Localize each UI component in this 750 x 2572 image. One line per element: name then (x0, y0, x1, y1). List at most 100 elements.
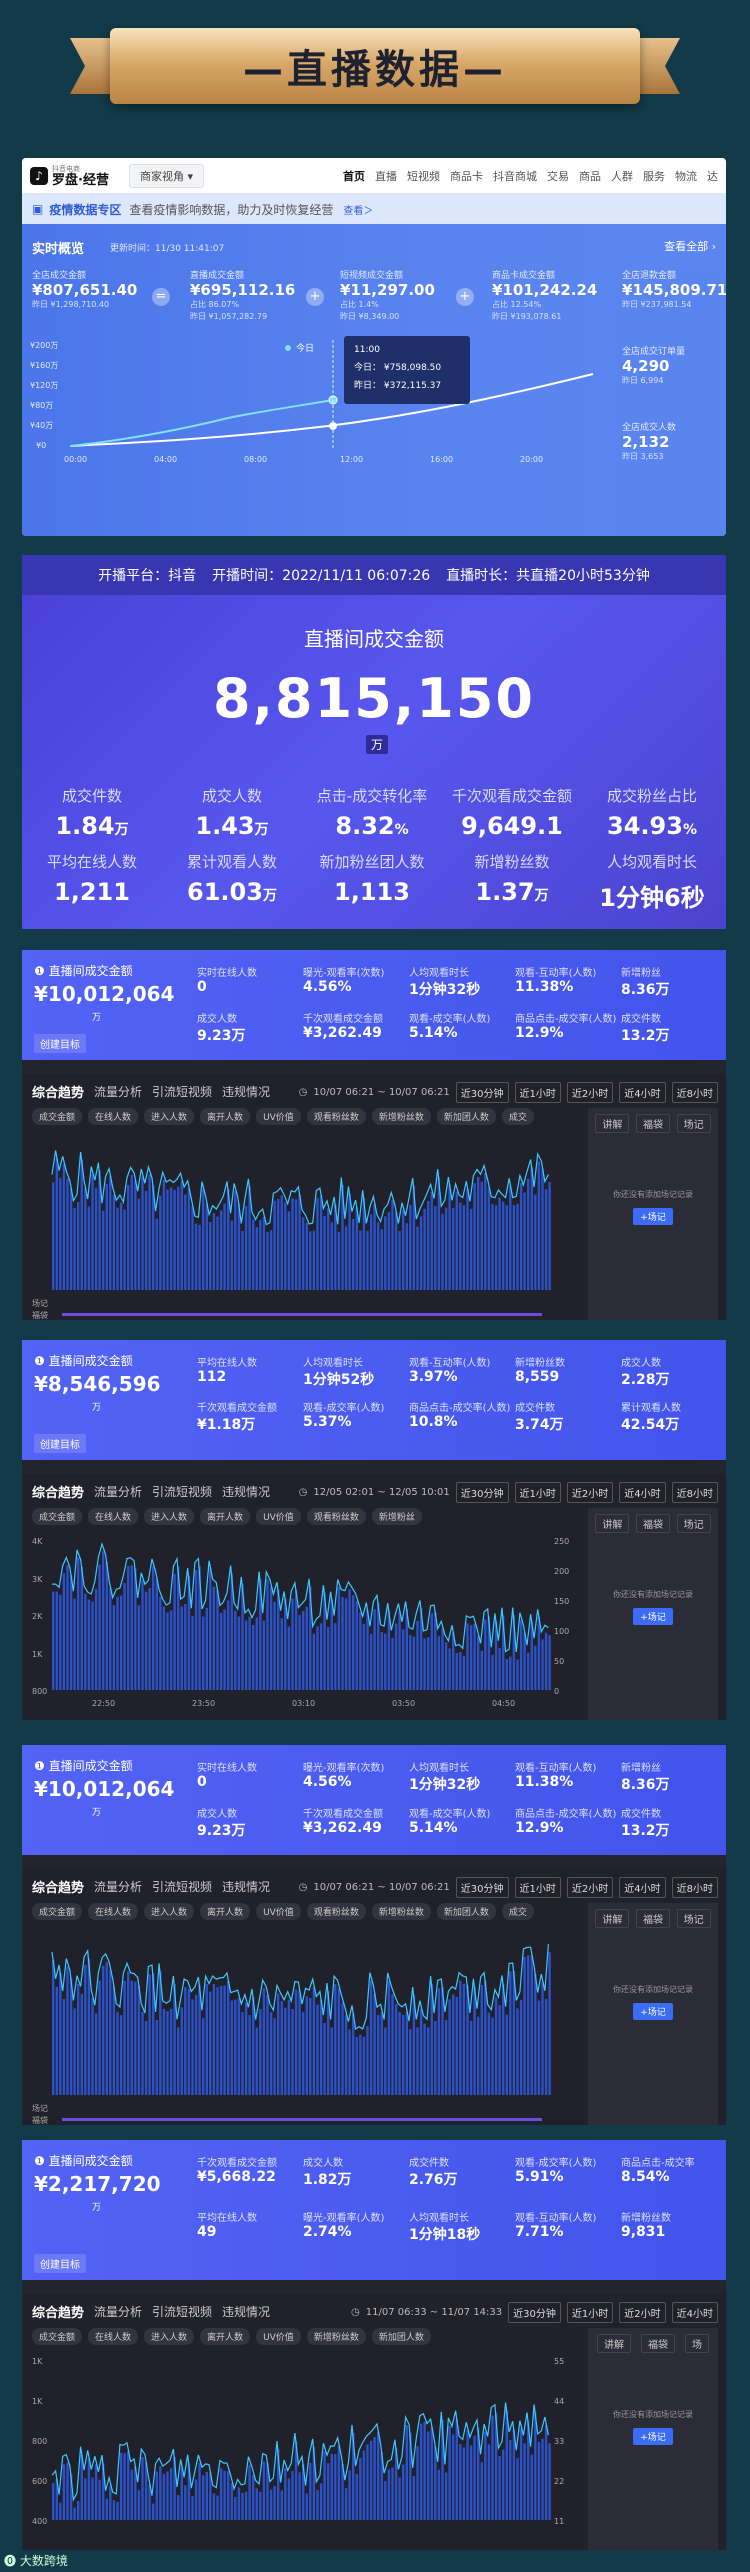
legend-item[interactable]: UV价值 (256, 1108, 301, 1125)
metric-item[interactable]: 千次观看成交金额 ¥1.18万 (197, 1399, 277, 1434)
legend-item[interactable]: 观看粉丝数 (306, 1903, 366, 1920)
legend-item[interactable]: 离开人数 (200, 1903, 251, 1920)
trend-tab[interactable]: 流量分析 (94, 1880, 143, 1894)
legend-item[interactable]: 成交金额 (32, 1108, 83, 1125)
legend-item[interactable]: 离开人数 (200, 1108, 251, 1125)
legend-item[interactable]: 新增粉丝数 (371, 1108, 431, 1125)
legend-item[interactable]: 成交金额 (32, 2328, 83, 2345)
metric-item[interactable]: 观看-成交率(人数) 5.14% (409, 1010, 490, 1041)
metric-item[interactable]: 实时在线人数 0 (197, 1759, 257, 1790)
side-tab[interactable]: 场记 (676, 1114, 711, 1133)
range-button[interactable]: 近4小时 (619, 1082, 666, 1103)
trend-tab[interactable]: 引流短视频 (152, 1485, 213, 1499)
nav-item[interactable]: 物流 (675, 169, 697, 183)
side-tab[interactable]: 福袋 (635, 1114, 670, 1133)
range-button[interactable]: 近4小时 (671, 2302, 718, 2323)
trend-tab[interactable]: 引流短视频 (152, 2305, 213, 2319)
legend-item[interactable]: 在线人数 (88, 1903, 139, 1920)
kpi-live-gmv[interactable]: 直播成交金额 ¥695,112.16 占比 86.07% 昨日 ¥1,057,2… (190, 268, 295, 323)
metric-item[interactable]: 成交件数 2.76万 (409, 2154, 458, 2189)
metric-item[interactable]: 成交人数 2.28万 (621, 1354, 670, 1389)
realtime-gmv-chart[interactable]: ¥200万 ¥160万 ¥120万 ¥80万 ¥40万 ¥0 00:00 04:… (28, 334, 610, 534)
range-text[interactable]: 10/07 06:21 ~ 10/07 06:21 (313, 1087, 450, 1098)
trend-tab[interactable]: 违规情况 (222, 1485, 271, 1499)
trend-tab[interactable]: 引流短视频 (152, 1880, 213, 1894)
nav-item[interactable]: 人群 (611, 169, 633, 183)
range-button[interactable]: 近2小时 (566, 1877, 614, 1898)
metric-item[interactable]: 成交人数 1.82万 (303, 2154, 352, 2189)
legend-item[interactable]: 新加团人数 (436, 1903, 496, 1920)
range-button[interactable]: 近8小时 (671, 1877, 718, 1898)
legend-item[interactable]: 成交 (501, 1903, 534, 1920)
metric-item[interactable]: 成交人数 9.23万 (197, 1805, 246, 1840)
nav-item[interactable]: 达 (707, 169, 718, 183)
trend-tab[interactable]: 流量分析 (94, 1485, 143, 1499)
side-tab[interactable]: 场记 (676, 1514, 711, 1533)
kpi-orders[interactable]: 全店成交订单量 4,290 昨日 6,994 (622, 344, 685, 387)
view-select[interactable]: 商家视角 ▾ (128, 163, 204, 188)
trend-chart[interactable]: 1K 1K 800 600 400 55 44 33 22 11 (32, 2350, 572, 2540)
add-note-button[interactable]: +场记 (633, 2428, 673, 2445)
legend-item[interactable]: 进入人数 (144, 1508, 195, 1525)
trend-tab[interactable]: 流量分析 (94, 1085, 143, 1099)
range-button[interactable]: 近30分钟 (455, 1082, 509, 1103)
nav-item[interactable]: 商品 (579, 169, 601, 183)
metric-item[interactable]: 新增粉丝数 8,559 (515, 1354, 565, 1385)
range-button[interactable]: 近2小时 (566, 1082, 614, 1103)
range-button[interactable]: 近8小时 (671, 1082, 718, 1103)
metric-item[interactable]: 观看-成交率(人数) 5.37% (303, 1399, 384, 1430)
trend-tab[interactable]: 综合趋势 (32, 1486, 85, 1501)
side-tab[interactable]: 讲解 (595, 1909, 630, 1928)
metric-item[interactable]: 商品点击-成交率(人数) 12.9% (515, 1805, 616, 1836)
metric-item[interactable]: 累计观看人数 42.54万 (621, 1399, 681, 1434)
metric-item[interactable]: 新增粉丝数 9,831 (621, 2209, 671, 2240)
kpi-total-gmv[interactable]: 全店成交金额 ¥807,651.40 昨日 ¥1,298,710.40 (32, 268, 137, 311)
brand-logo[interactable]: ♪ 抖音电商 罗盘·经营 (30, 164, 109, 187)
metric-item[interactable]: 成交件数 13.2万 (621, 1805, 670, 1840)
metric-item[interactable]: 曝光-观看率(人数) 2.74% (303, 2209, 384, 2240)
notice-link[interactable]: 查看＞ (343, 205, 374, 217)
trend-tab[interactable]: 综合趋势 (32, 1086, 85, 1101)
range-button[interactable]: 近1小时 (514, 1082, 561, 1103)
range-button[interactable]: 近1小时 (514, 1877, 561, 1898)
kpi-video-gmv[interactable]: 短视频成交金额 ¥11,297.00 占比 1.4% 昨日 ¥8,349.00 (340, 268, 435, 323)
legend-item[interactable]: 在线人数 (88, 2328, 139, 2345)
add-note-button[interactable]: +场记 (633, 2003, 673, 2020)
metric-item[interactable]: 新增粉丝 8.36万 (621, 964, 670, 999)
trend-tab[interactable]: 流量分析 (94, 2305, 143, 2319)
legend-item[interactable]: 进入人数 (144, 1903, 195, 1920)
trend-tab[interactable]: 违规情况 (222, 1880, 271, 1894)
metric-item[interactable]: 观看-互动率(人数) 3.97% (409, 1354, 490, 1385)
metric-item[interactable]: 人均观看时长 1分钟18秒 (409, 2209, 480, 2244)
range-text[interactable]: 12/05 02:01 ~ 12/05 10:01 (313, 1487, 450, 1498)
metric-item[interactable]: 平均在线人数 112 (197, 1354, 257, 1385)
metric-item[interactable]: 观看-互动率(人数) 11.38% (515, 964, 596, 995)
legend-item[interactable]: 新增粉丝 (371, 1508, 422, 1525)
side-tab[interactable]: 福袋 (635, 1514, 670, 1533)
legend-item[interactable]: 离开人数 (200, 1508, 251, 1525)
add-note-button[interactable]: +场记 (633, 1208, 673, 1225)
add-note-button[interactable]: +场记 (633, 1608, 673, 1625)
kpi-buyers[interactable]: 全店成交人数 2,132 昨日 3,653 (622, 420, 676, 463)
metric-item[interactable]: 成交件数 13.2万 (621, 1010, 670, 1045)
metric-item[interactable]: 观看-互动率(人数) 11.38% (515, 1759, 596, 1790)
metric-item[interactable]: 观看-成交率(人数) 5.14% (409, 1805, 490, 1836)
create-goal-button[interactable]: 创建目标 (34, 1434, 86, 1453)
legend-item[interactable]: UV价值 (256, 1903, 301, 1920)
range-text[interactable]: 10/07 06:21 ~ 10/07 06:21 (313, 1882, 450, 1893)
range-button[interactable]: 近30分钟 (508, 2302, 561, 2323)
range-button[interactable]: 近30分钟 (455, 1877, 509, 1898)
metric-item[interactable]: 人均观看时长 1分钟32秒 (409, 1759, 480, 1794)
nav-item[interactable]: 直播 (375, 169, 397, 183)
metric-item[interactable]: 成交件数 3.74万 (515, 1399, 564, 1434)
metric-item[interactable]: 千次观看成交金额 ¥5,668.22 (197, 2154, 277, 2185)
kpi-refund[interactable]: 全店退款金额 ¥145,809.71 昨日 ¥237,981.54 (622, 268, 726, 311)
epidemic-notice[interactable]: ▣ 疫情数据专区 查看疫情影响数据，助力及时恢复经营 查看＞ (22, 194, 726, 224)
metric-item[interactable]: 人均观看时长 1分钟52秒 (303, 1354, 374, 1389)
legend-item[interactable]: 观看粉丝数 (306, 1508, 366, 1525)
metric-item[interactable]: 商品点击-成交率(人数) 10.8% (409, 1399, 510, 1430)
trend-chart[interactable] (32, 1925, 572, 2115)
metric-item[interactable]: 平均在线人数 49 (197, 2209, 257, 2240)
nav-item[interactable]: 首页 (343, 169, 365, 183)
legend-item[interactable]: UV价值 (256, 2328, 301, 2345)
